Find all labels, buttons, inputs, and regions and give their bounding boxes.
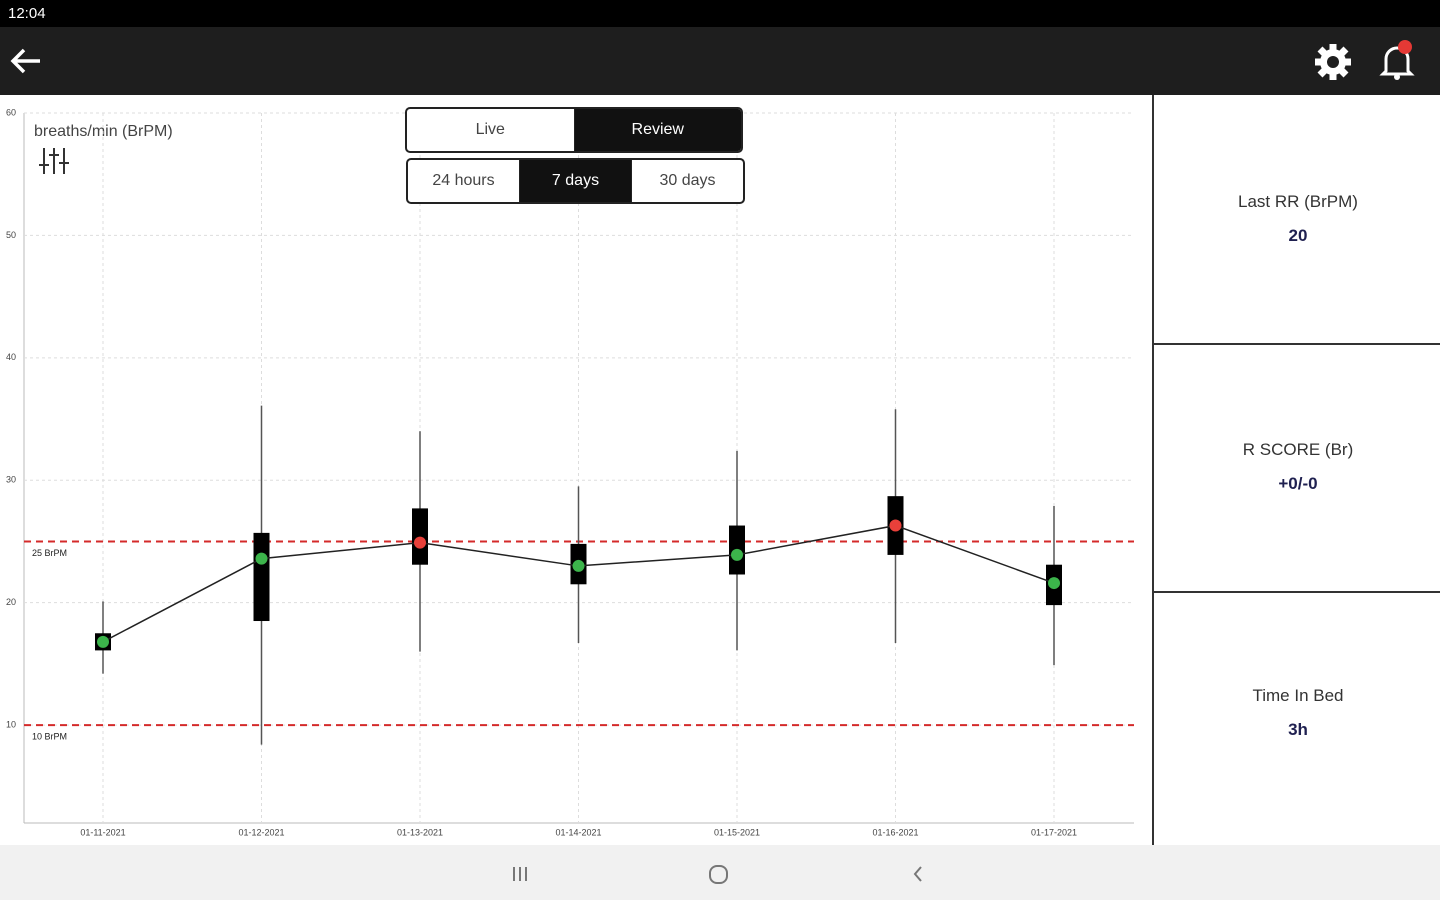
settings-button[interactable] <box>1312 41 1354 83</box>
box <box>412 508 428 565</box>
range-toggle: 24 hours 7 days 30 days <box>406 158 745 204</box>
stat-card: R SCORE (Br) +0/-0 <box>1154 343 1440 593</box>
back-button[interactable] <box>8 43 44 79</box>
x-tick-label: 01-11-2021 <box>80 827 125 837</box>
y-tick-label: 10 <box>6 719 16 729</box>
x-tick-label: 01-16-2021 <box>872 827 918 837</box>
nav-bar <box>0 845 1440 900</box>
stat-value: 20 <box>1288 226 1308 245</box>
threshold-label: 10 BrPM <box>32 731 67 741</box>
chart: breaths/min (BrPM) 10203040506001-11-202… <box>6 107 1134 837</box>
y-tick-label: 30 <box>6 475 16 485</box>
stat-content: R SCORE (Br) +0/-0 <box>1154 440 1440 494</box>
median-point <box>414 536 426 549</box>
stat-content: Time In Bed 3h <box>1154 686 1440 740</box>
toggle-option[interactable]: 24 hours <box>432 172 495 189</box>
x-tick-label: 01-13-2021 <box>397 827 443 837</box>
stat-content: Last RR (BrPM) 20 <box>1154 192 1440 246</box>
stat-card: Last RR (BrPM) 20 <box>1154 95 1440 345</box>
toggle-option[interactable]: 7 days <box>519 160 631 202</box>
box <box>253 532 270 622</box>
x-tick-label: 01-14-2021 <box>555 827 601 837</box>
median-point <box>1048 577 1060 590</box>
time: 12:04 <box>8 5 46 22</box>
median-point <box>255 552 268 565</box>
threshold-label: 25 BrPM <box>32 548 67 558</box>
stat-value: +0/-0 <box>1278 474 1318 493</box>
side-panel: Last RR (BrPM) 20 R SCORE (Br) +0/-0 Time In… <box>1152 95 1440 845</box>
median-point <box>731 548 743 561</box>
stat-label: R SCORE (Br) <box>1242 440 1354 459</box>
stat-label: Last RR (BrPM) <box>1238 192 1358 211</box>
nav-icons[interactable] <box>500 860 940 888</box>
toggle-option[interactable]: Live <box>475 121 505 138</box>
filter-icon[interactable] <box>39 148 69 174</box>
notifications-button[interactable] <box>1378 37 1418 81</box>
x-tick-label: 01-17-2021 <box>1031 827 1077 837</box>
status-bar: 12:04 <box>0 0 1440 27</box>
median-point <box>572 559 585 572</box>
y-tick-label: 40 <box>6 352 16 362</box>
app-bar <box>0 27 1440 95</box>
y-tick-label: 20 <box>6 597 16 607</box>
y-tick-label: 50 <box>6 230 16 240</box>
x-tick-label: 01-15-2021 <box>714 827 760 837</box>
stat-card: Time In Bed 3h <box>1154 591 1440 839</box>
x-tick-label: 01-12-2021 <box>238 827 284 837</box>
toggle-option[interactable]: 30 days <box>631 160 743 202</box>
stat-value: 3h <box>1288 720 1308 739</box>
mode-toggle: Live Review <box>405 107 743 153</box>
median-point <box>97 635 109 648</box>
toggle-option[interactable]: Review <box>573 109 741 151</box>
y-tick-label: 60 <box>6 107 16 117</box>
median-point <box>889 519 902 532</box>
stat-label: Time In Bed <box>1252 686 1344 705</box>
